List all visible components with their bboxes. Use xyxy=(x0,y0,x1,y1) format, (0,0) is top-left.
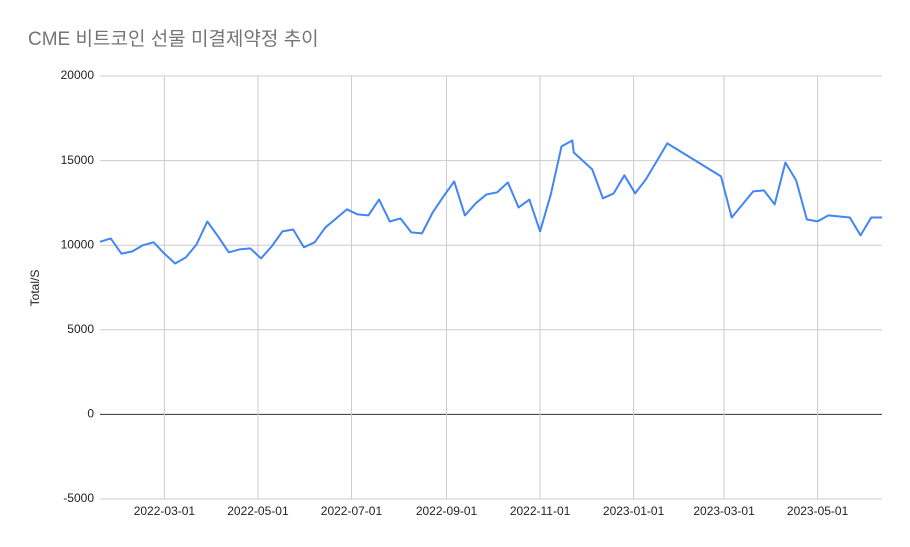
x-tick-label: 2022-05-01 xyxy=(227,504,289,518)
x-tick-label: 2022-11-01 xyxy=(510,504,571,518)
y-tick-label: 20000 xyxy=(61,68,95,82)
x-tick-label: 2023-03-01 xyxy=(693,504,755,518)
x-tick-label: 2023-05-01 xyxy=(787,504,849,518)
x-tick-label: 2022-07-01 xyxy=(321,504,383,518)
y-tick-label: 10000 xyxy=(61,237,95,251)
y-tick-label: 5000 xyxy=(67,322,94,336)
x-tick-label: 2023-01-01 xyxy=(603,504,665,518)
y-tick-label: -5000 xyxy=(63,491,94,505)
data-line xyxy=(99,139,882,265)
y-axis-label: Total/S xyxy=(28,270,42,307)
chart-title: CME 비트코인 선물 미결제약정 추이 xyxy=(28,28,319,50)
y-tick-label: 15000 xyxy=(61,153,95,167)
y-tick-label: 0 xyxy=(87,407,94,421)
x-tick-label: 2022-09-01 xyxy=(416,504,478,518)
x-tick-label: 2022-03-01 xyxy=(134,504,196,518)
